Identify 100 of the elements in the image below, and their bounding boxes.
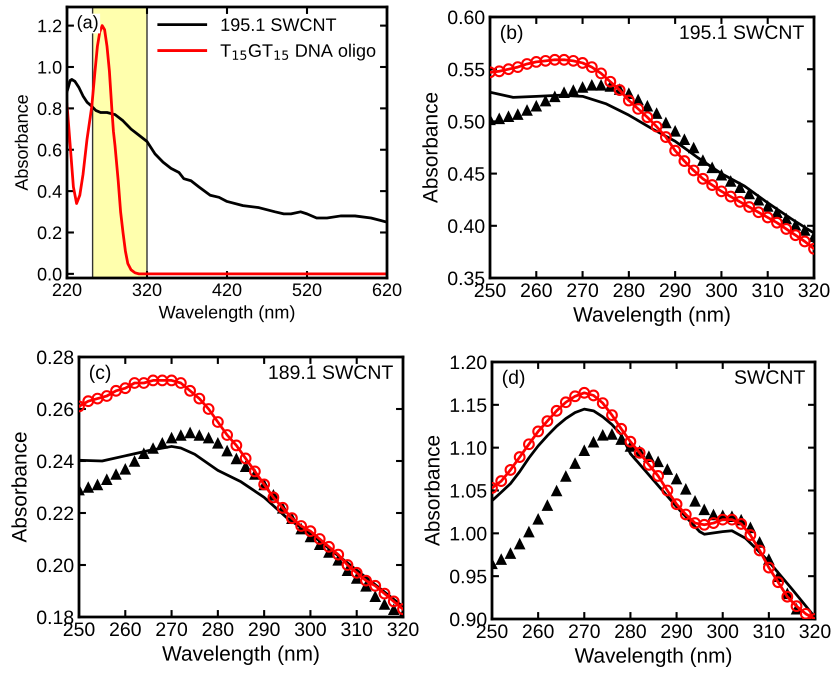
point [652, 470, 664, 482]
point [342, 559, 354, 571]
point [596, 429, 609, 441]
point [716, 185, 728, 198]
point [726, 514, 738, 526]
point [689, 494, 701, 507]
y-tick-label: 0.26 [37, 402, 74, 416]
point [688, 164, 700, 176]
point [514, 538, 526, 550]
point [110, 468, 122, 480]
point [567, 54, 580, 67]
point [530, 56, 542, 68]
point [661, 484, 674, 496]
x-tick-label: 270 [156, 622, 188, 636]
point [781, 590, 794, 603]
point [495, 553, 508, 565]
y-axis-title: Absorbance [424, 436, 440, 546]
point [586, 61, 598, 74]
point [174, 377, 187, 389]
point [754, 544, 766, 556]
point [184, 426, 196, 438]
point [586, 79, 598, 91]
point [606, 428, 618, 440]
point [369, 590, 382, 602]
point [267, 491, 280, 504]
annotation: 195.1 SWCNT [680, 25, 804, 40]
point [706, 162, 718, 174]
point [615, 422, 628, 435]
point [790, 229, 802, 242]
point [388, 595, 400, 608]
point [304, 525, 316, 538]
point [660, 131, 672, 143]
y-tick-label: 0.4 [38, 185, 62, 198]
point [650, 107, 662, 119]
point [493, 112, 506, 124]
point [193, 392, 206, 405]
point [578, 444, 590, 456]
point [82, 481, 94, 493]
point [369, 580, 382, 592]
point [502, 63, 514, 76]
x-tick-label: 310 [752, 283, 784, 298]
point [762, 200, 774, 212]
point [194, 429, 206, 441]
point [642, 100, 654, 112]
point [716, 514, 729, 526]
point [550, 404, 563, 417]
annotation: (d) [502, 370, 524, 388]
point [540, 54, 552, 67]
y-axis-title: Absorbance [14, 95, 28, 191]
point [588, 436, 600, 448]
point [82, 395, 94, 408]
point [532, 425, 544, 438]
x-tick-label: 320 [132, 283, 162, 296]
point [771, 216, 783, 229]
y-axis-title: Absorbance [11, 432, 27, 543]
point [568, 84, 580, 96]
x-axis-title: Wavelength (nm) [158, 305, 294, 322]
x-tick-label: 300 [707, 624, 738, 638]
point [350, 566, 363, 579]
point [323, 540, 335, 553]
point [716, 168, 728, 180]
point [248, 465, 261, 478]
point [595, 79, 607, 91]
point [166, 432, 178, 444]
point [698, 518, 710, 531]
point [678, 155, 690, 167]
y-tick-label: 1.05 [450, 484, 486, 498]
point [230, 439, 242, 452]
point [569, 457, 581, 469]
y-tick-label: 1.00 [450, 526, 486, 541]
point [734, 196, 746, 208]
x-tick-label: 300 [706, 283, 737, 298]
y-tick-label: 0.28 [37, 350, 74, 364]
x-tick-label: 320 [798, 283, 830, 298]
point [360, 574, 372, 587]
point [660, 116, 672, 128]
point [641, 111, 654, 124]
point [558, 54, 570, 66]
point [495, 475, 508, 487]
point [119, 462, 132, 475]
x-tick-label: 420 [212, 283, 242, 296]
x-tick-label: 250 [476, 624, 508, 638]
annotation: 189.1 SWCNT [269, 365, 393, 380]
y-tick-label: 0.18 [37, 610, 74, 624]
point [680, 482, 692, 495]
point [780, 223, 792, 235]
point [92, 478, 104, 490]
x-tick-label: 280 [614, 283, 644, 298]
point [624, 436, 636, 448]
point [670, 498, 682, 510]
point [743, 188, 756, 200]
point [110, 384, 122, 397]
point [523, 438, 535, 450]
point [512, 108, 524, 120]
point [212, 436, 224, 449]
point [523, 526, 535, 538]
point [724, 175, 736, 187]
point [378, 588, 390, 600]
point [752, 206, 764, 218]
point [138, 447, 150, 460]
